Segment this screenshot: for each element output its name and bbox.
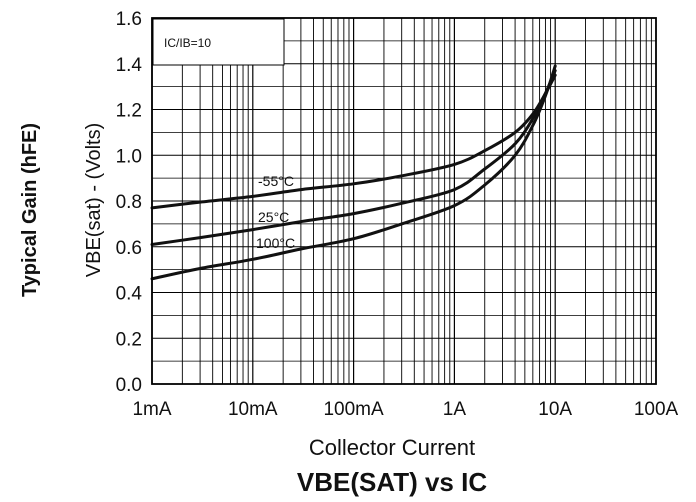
x-tick-label: 1mA [132, 399, 171, 420]
y-tick-labels: 0.0 0.2 0.4 0.6 0.8 1.0 1.2 1.4 1.6 [116, 9, 143, 396]
y-tick-label: 0.0 [116, 375, 142, 396]
y-tick-label: 1.2 [116, 101, 142, 122]
y-tick-label: 0.4 [116, 284, 143, 305]
grid [151, 17, 656, 385]
series-label-minus55: -55°C [258, 173, 294, 189]
annotation-text: IC/IB=10 [164, 36, 211, 50]
plot-frame [151, 17, 657, 385]
y-tick-label: 0.6 [116, 238, 142, 259]
annotation-box [152, 18, 285, 66]
x-tick-label: 100A [634, 399, 679, 420]
y-tick-label: 1.0 [116, 146, 142, 167]
series-line-minus55 [150, 73, 557, 210]
curves [150, 64, 557, 281]
y-tick-label: 1.6 [116, 9, 142, 30]
series-label-100: 100°C [256, 235, 295, 251]
y-axis-label: VBE(sat) - (Volts) [83, 123, 105, 277]
series-label-25: 25°C [258, 209, 289, 225]
x-tick-label: 10mA [228, 399, 278, 420]
x-tick-label: 100mA [323, 399, 384, 420]
x-tick-label: 10A [538, 399, 572, 420]
y-tick-label: 1.4 [116, 55, 143, 76]
y-tick-label: 0.8 [116, 192, 142, 213]
x-tick-labels: 1mA 10mA 100mA 1A 10A 100A [132, 399, 678, 420]
chart-title: VBE(SAT) vs IC [297, 467, 487, 497]
series-line-25 [150, 69, 557, 246]
x-tick-label: 1A [443, 399, 467, 420]
x-axis-label: Collector Current [309, 435, 475, 460]
outer-axis-label: Typical Gain (hFE) [19, 123, 41, 297]
series-line-100 [150, 64, 557, 281]
y-tick-label: 0.2 [116, 329, 142, 350]
